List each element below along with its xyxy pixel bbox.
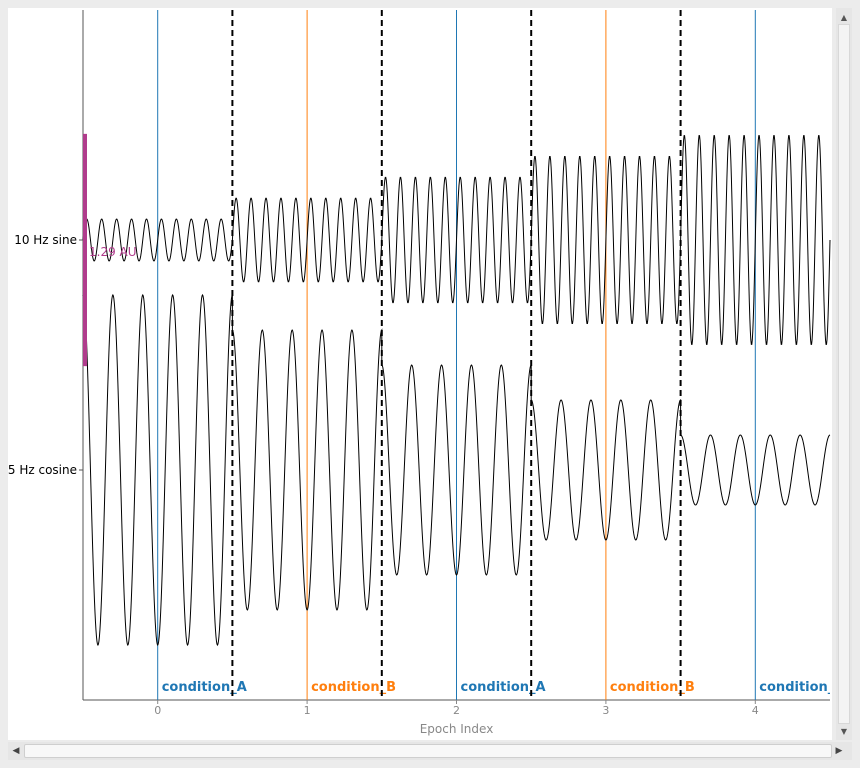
x-axis-label: Epoch Index xyxy=(420,722,494,736)
scroll-down-arrow-icon[interactable]: ▼ xyxy=(840,726,848,736)
label-clip-mask xyxy=(830,668,832,708)
scale-bar-label: 1.29 AU xyxy=(89,245,137,259)
x-tick-label: 1 xyxy=(304,704,311,717)
x-tick-label: 2 xyxy=(453,704,460,717)
event-label: condition_B xyxy=(610,680,695,695)
scroll-right-arrow-icon[interactable]: ▶ xyxy=(835,746,843,756)
horizontal-scrollbar[interactable]: ◀ ▶ xyxy=(8,742,852,760)
horizontal-scroll-thumb[interactable] xyxy=(24,744,832,758)
scroll-up-arrow-icon[interactable]: ▲ xyxy=(840,12,848,22)
trace-cosine xyxy=(82,293,831,647)
epochs-chart[interactable]: condition_A condition_B condition_A conditi… xyxy=(8,8,832,740)
x-tick-label: 4 xyxy=(752,704,759,717)
vertical-scrollbar[interactable]: ▲ ▼ xyxy=(836,8,852,740)
event-label: condition_B xyxy=(311,680,396,695)
plot-area[interactable]: condition_A condition_B condition_A conditi… xyxy=(8,8,832,740)
channel-label: 5 Hz cosine xyxy=(8,463,77,477)
event-label: condition_A xyxy=(759,680,832,695)
scroll-left-arrow-icon[interactable]: ◀ xyxy=(12,746,20,756)
x-tick-label: 0 xyxy=(154,704,161,717)
channel-label: 10 Hz sine xyxy=(14,233,77,247)
trace-sine xyxy=(82,135,831,345)
vertical-scroll-track[interactable] xyxy=(838,24,850,724)
event-label: condition_A xyxy=(461,680,546,695)
x-tick-label: 3 xyxy=(602,704,609,717)
event-label: condition_A xyxy=(162,680,247,695)
